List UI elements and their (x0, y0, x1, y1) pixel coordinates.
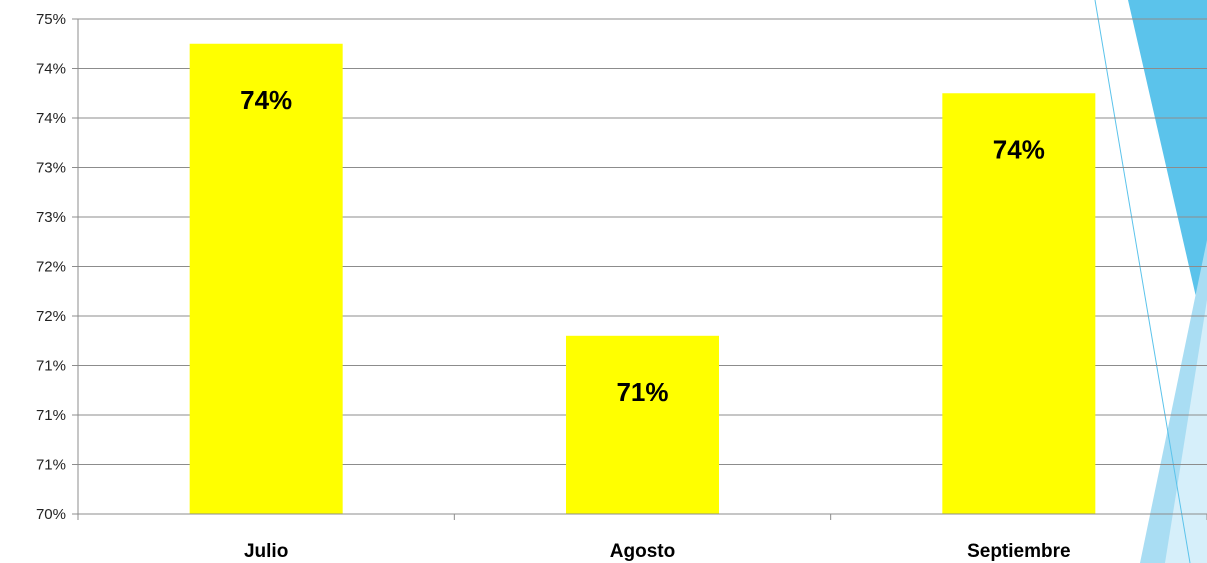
decor-line (1094, 0, 1191, 563)
y-tick-label: 70% (36, 506, 66, 523)
decor-triangle-main (1128, 0, 1207, 345)
bar-julio (189, 43, 343, 514)
y-tick-label: 74% (36, 61, 66, 78)
x-category-label: Septiembre (967, 541, 1070, 562)
data-labels: 74% 71% 74% (240, 85, 1045, 407)
y-tick-label: 74% (36, 110, 66, 127)
slide-decoration (1094, 0, 1207, 563)
y-axis-ticks: 70% 71% 71% 71% 72% 72% 73% 73% 74% 74% 75% (36, 11, 79, 523)
x-category-label: Julio (244, 541, 288, 562)
data-label-agosto: 71% (616, 377, 668, 407)
y-tick-label: 72% (36, 308, 66, 325)
y-tick-label: 71% (36, 457, 66, 474)
x-category-label: Agosto (610, 541, 675, 562)
y-tick-label: 73% (36, 160, 66, 177)
y-tick-label: 71% (36, 407, 66, 424)
bar-agosto (566, 335, 719, 514)
x-axis: Julio Agosto Septiembre (77, 513, 1207, 562)
y-tick-label: 75% (36, 11, 66, 28)
y-tick-label: 72% (36, 259, 66, 276)
bars (189, 43, 1096, 514)
bar-septiembre (942, 93, 1096, 514)
y-tick-label: 71% (36, 358, 66, 375)
data-label-septiembre: 74% (993, 134, 1045, 164)
y-tick-label: 73% (36, 209, 66, 226)
data-label-julio: 74% (240, 85, 292, 115)
